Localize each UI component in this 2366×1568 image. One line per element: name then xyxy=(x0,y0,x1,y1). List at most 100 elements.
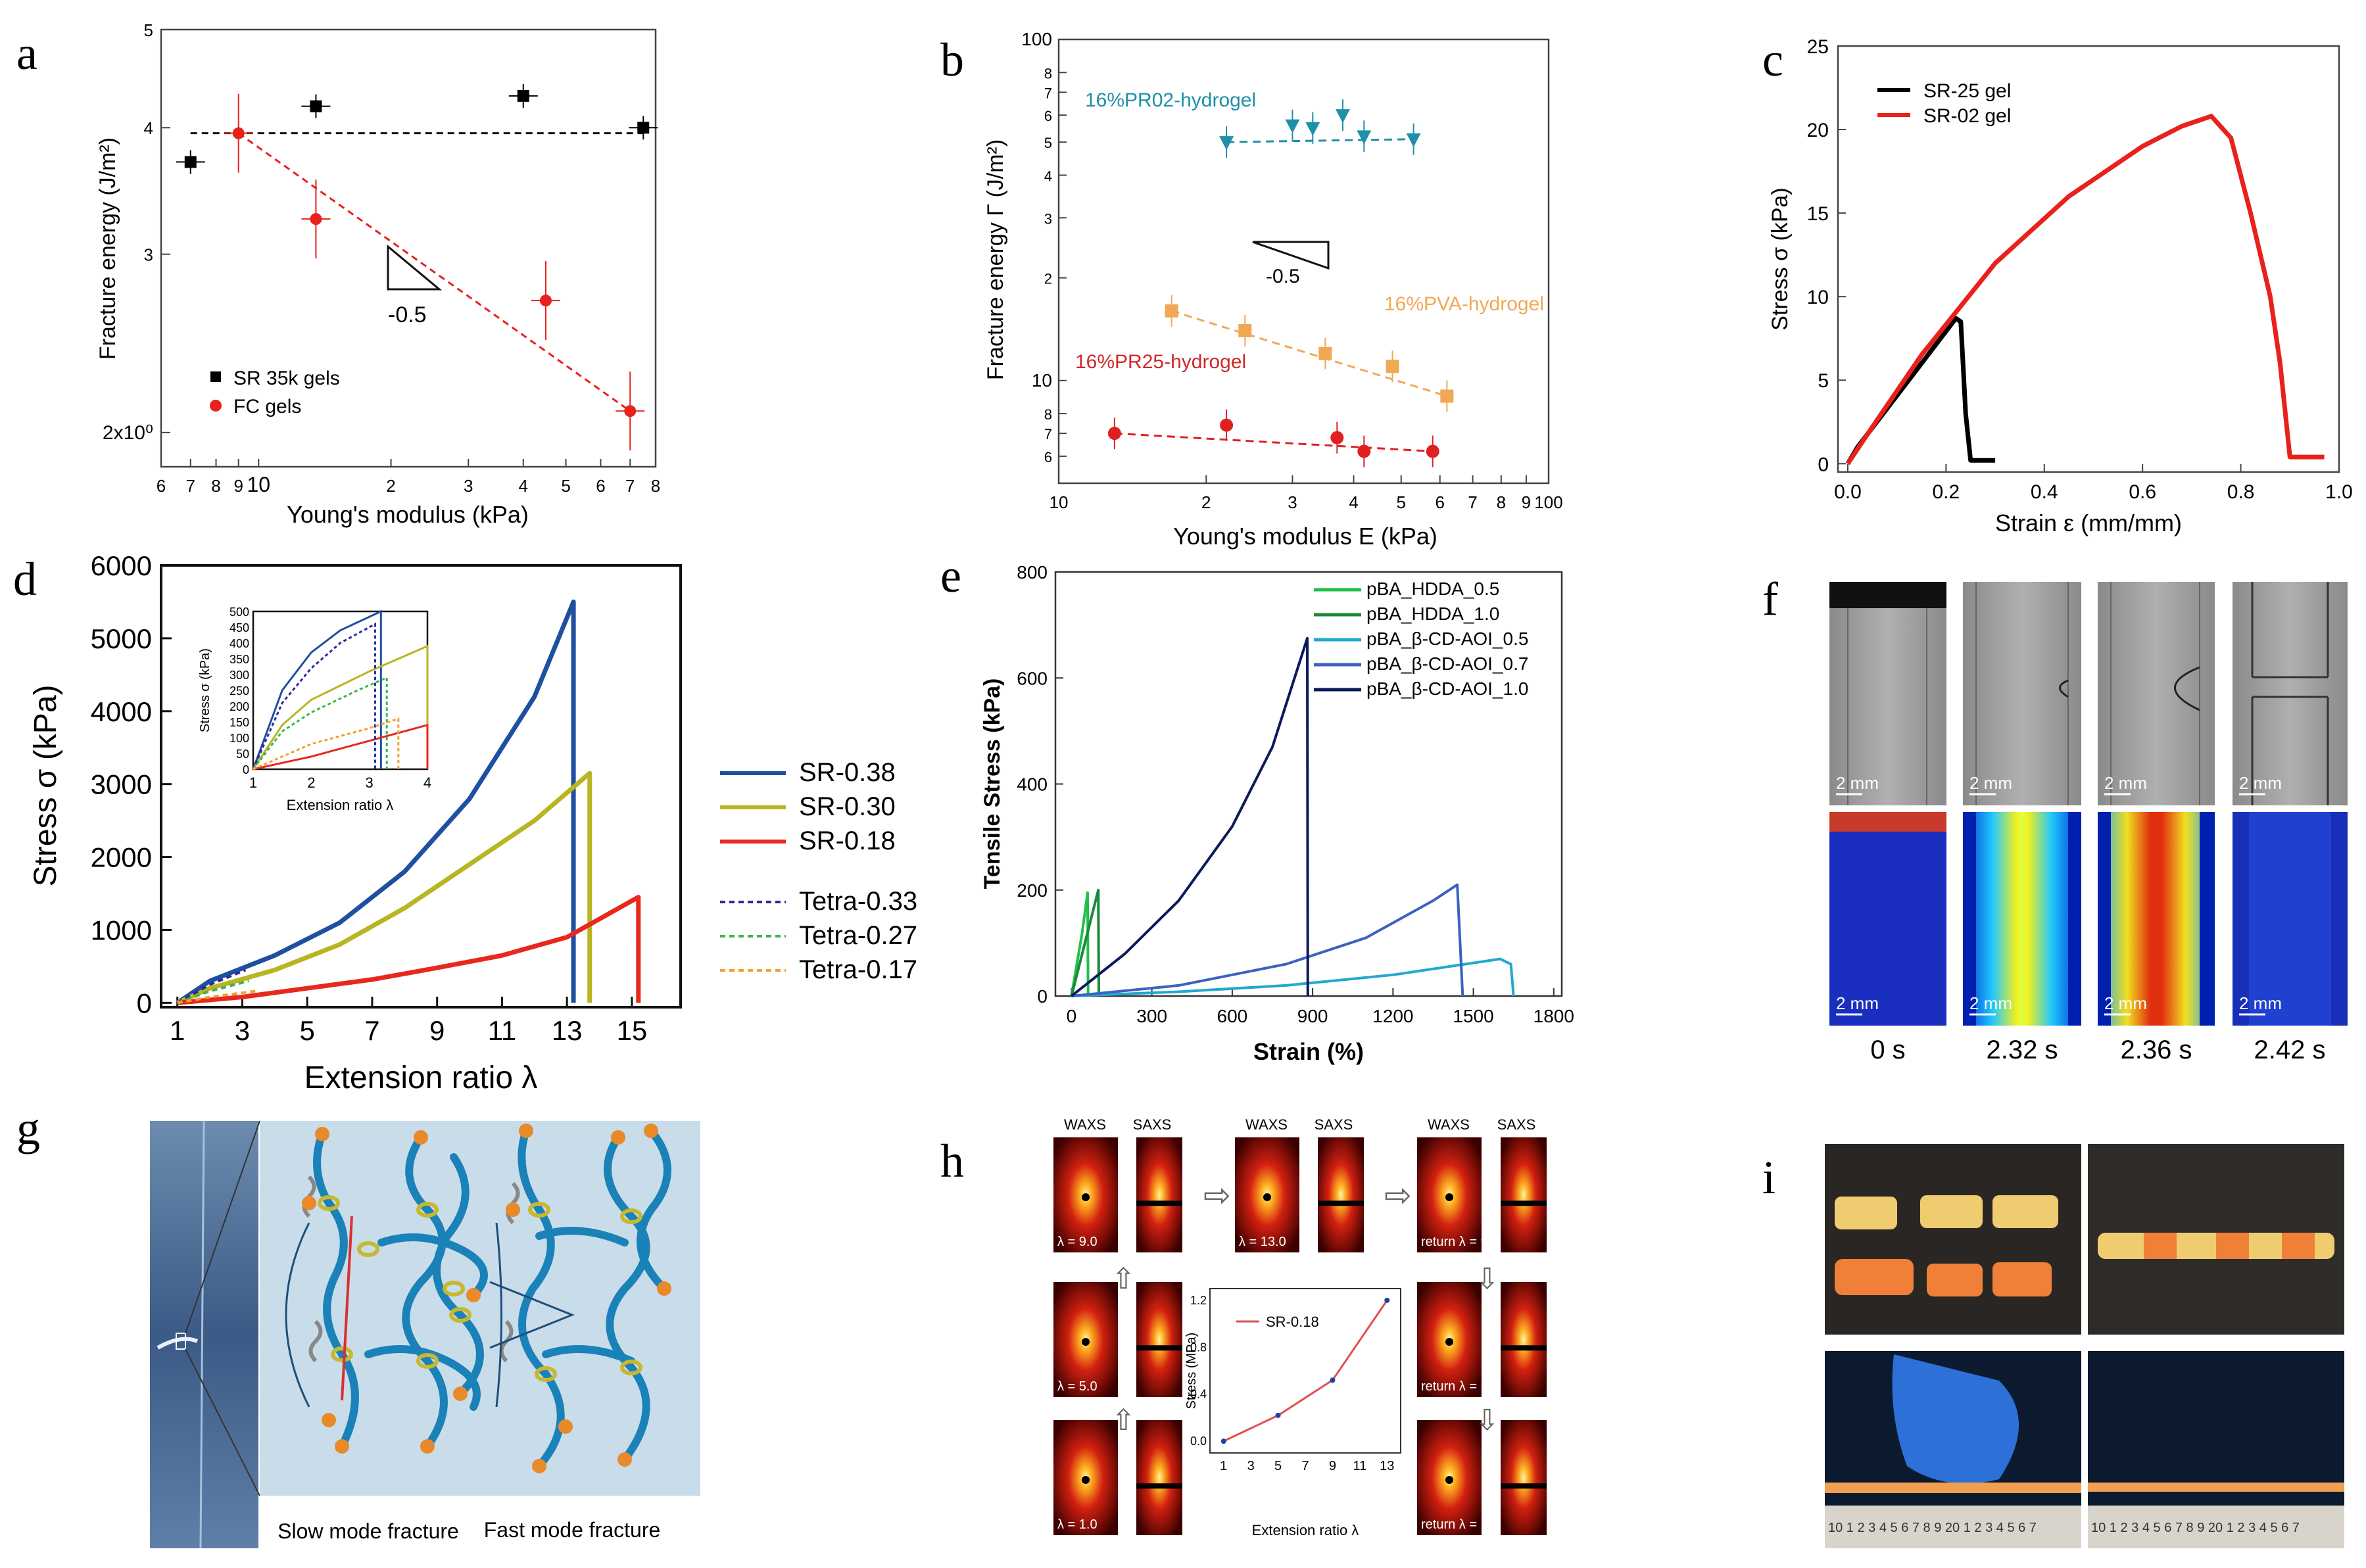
beamstop xyxy=(1136,1483,1182,1489)
fit-line xyxy=(1114,432,1433,453)
x-tick-label: 7 xyxy=(625,476,635,496)
y-tick-label: 2000 xyxy=(91,842,152,873)
y-tick-label: 10 xyxy=(1032,370,1052,391)
panel-letter-a: a xyxy=(16,27,37,80)
chain-end-bead xyxy=(532,1459,546,1473)
polymer-chain xyxy=(542,1345,635,1365)
x-axis-ticks: 6 7 8 9 10 2 3 4 5 6 7 8 xyxy=(157,459,660,496)
data-point xyxy=(1219,136,1234,151)
inset-plot: 1 2 3 4 0 50 100 150 200 250 300 350 400 450 500 Exten… xyxy=(198,606,431,813)
data-point xyxy=(1384,1297,1390,1303)
x-tick-label: 0.2 xyxy=(1932,481,1960,503)
inset-y-tick-label: 50 xyxy=(236,748,249,761)
slide-ring xyxy=(443,1281,465,1296)
chain-end-bead xyxy=(466,1288,481,1302)
x-tick-label: 13 xyxy=(552,1015,583,1046)
data-point xyxy=(1440,389,1454,403)
x-axis-label: Young's modulus E (kPa) xyxy=(1173,523,1437,550)
xray-frames: WAXS SAXS WAXS SAXS WAXS SAXS λ = 9.0 λ = 13.0 r… xyxy=(1053,1116,1547,1535)
data-point xyxy=(1357,444,1371,458)
inset-y-tick-label: 250 xyxy=(229,684,249,698)
panel-letter-g: g xyxy=(16,1102,40,1154)
slide-ring xyxy=(449,1307,471,1323)
label-fast-mode: Fast mode fracture xyxy=(484,1518,661,1542)
scale-bar-label: 2 mm xyxy=(2104,993,2147,1013)
x-tick-label: 1 xyxy=(170,1015,185,1046)
series-line xyxy=(1223,1300,1388,1442)
polymer-network xyxy=(302,1124,671,1473)
grey-chain xyxy=(308,1319,323,1363)
chain-end-bead xyxy=(506,1202,520,1217)
frame-label: return λ = 5.0 xyxy=(1421,1379,1499,1394)
series-line xyxy=(1845,316,1996,465)
time-label: 2.42 s xyxy=(2254,1035,2326,1064)
ruler-ticks: 10 1 2 3 4 5 6 7 8 9 20 1 2 3 4 5 6 7 xyxy=(2091,1521,2300,1535)
saxs-frame xyxy=(1136,1282,1182,1397)
frame-242s xyxy=(2233,582,2348,805)
data-point xyxy=(1426,444,1439,458)
y-axis-label: Stress σ (kPa) xyxy=(28,684,63,886)
arrow-up-icon: ⇧ xyxy=(1111,1404,1136,1437)
photo-cut-pieces xyxy=(1825,1144,2081,1335)
y-axis-label: Tensile Stress (kPa) xyxy=(980,678,1005,890)
y-tick-label: 0.4 xyxy=(1190,1388,1207,1401)
x-axis-label: Young's modulus (kPa) xyxy=(287,501,529,528)
chain-end-bead xyxy=(335,1439,349,1454)
series-line xyxy=(1845,114,2325,465)
x-tick-label: 6 xyxy=(157,476,166,496)
col-label-saxs: SAXS xyxy=(1315,1116,1353,1133)
plot-frame xyxy=(160,564,682,1009)
x-tick-label: 900 xyxy=(1297,1006,1328,1026)
scale-bar-label: 2 mm xyxy=(1969,773,2012,793)
crack xyxy=(2174,666,2200,711)
legend-label: pBA_HDDA_1.0 xyxy=(1366,604,1499,624)
legend-label: Tetra-0.17 xyxy=(799,955,917,984)
slope-triangle xyxy=(1252,241,1330,270)
x-tick-label: 1500 xyxy=(1453,1006,1493,1026)
series-line xyxy=(176,771,592,1005)
series-line xyxy=(177,895,641,1005)
col-label-saxs: SAXS xyxy=(1497,1116,1536,1133)
x-tick-label: 10 xyxy=(1050,492,1069,512)
data-point xyxy=(1220,1438,1226,1444)
y-tick-label: 2x10⁰ xyxy=(103,422,153,444)
frame-label: λ = 5.0 xyxy=(1057,1379,1098,1394)
y-axis-ticks: 0 1000 2000 3000 4000 5000 6000 xyxy=(91,550,172,1018)
photo-row-dic xyxy=(1829,812,2348,1026)
y-tick-label: 6 xyxy=(1044,449,1052,465)
y-tick-label: 4 xyxy=(1044,168,1052,184)
chain-end-bead xyxy=(453,1387,468,1401)
plot-frame xyxy=(1837,45,2340,473)
frame-0s xyxy=(1829,582,1946,805)
data-points xyxy=(176,83,658,451)
slope-triangle xyxy=(387,244,443,291)
legend-label: Tetra-0.33 xyxy=(799,887,917,916)
inset-line xyxy=(253,723,429,771)
y-tick-label: 4 xyxy=(144,118,153,138)
panel-letter-b: b xyxy=(940,34,964,86)
slope-label: -0.5 xyxy=(1266,266,1300,287)
y-tick-label: 6 xyxy=(1044,108,1052,124)
series-line xyxy=(1071,957,1515,997)
legend-label-sr25: SR-25 gel xyxy=(1923,80,2011,102)
inset-y-tick-label: 350 xyxy=(229,653,249,666)
frame-label: return λ = 9.0 xyxy=(1421,1235,1499,1249)
y-tick-label: 8 xyxy=(1044,65,1052,82)
beam-center xyxy=(1082,1476,1090,1484)
slide-ring xyxy=(318,1195,340,1211)
saxs-frame xyxy=(1501,1420,1547,1535)
data-point xyxy=(1330,431,1344,444)
y-tick-label: 20 xyxy=(1807,120,1829,141)
saxs-frame xyxy=(1136,1420,1182,1535)
y-tick-label: 0 xyxy=(137,987,152,1018)
plot-frame xyxy=(1057,38,1550,485)
legend-label: pBA_HDDA_0.5 xyxy=(1366,579,1499,599)
y-tick-label: 1.2 xyxy=(1190,1294,1207,1307)
chain-end-bead xyxy=(315,1127,329,1141)
x-tick-label: 11 xyxy=(1353,1459,1366,1473)
polymer-chain xyxy=(604,1133,650,1463)
y-tick-label: 5 xyxy=(1044,135,1052,151)
legend-label: Tetra-0.27 xyxy=(799,921,917,950)
fit-line xyxy=(1226,138,1414,143)
